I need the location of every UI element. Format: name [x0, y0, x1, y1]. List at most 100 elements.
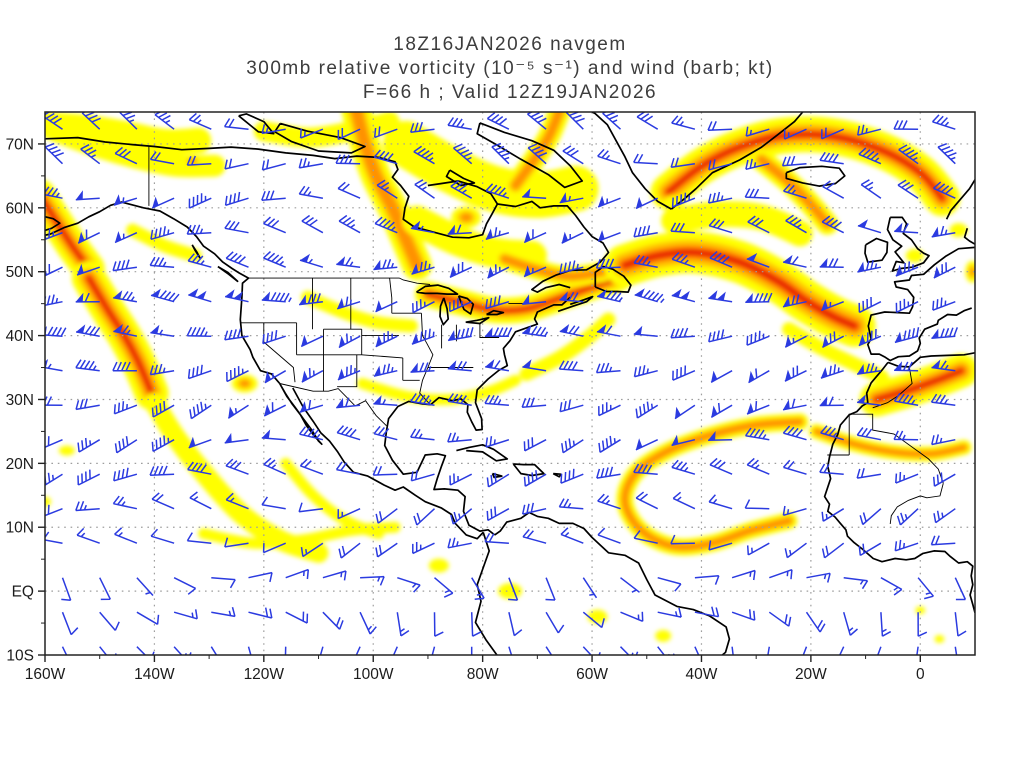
barb-shaft: [262, 216, 286, 234]
barb-shaft: [819, 396, 844, 407]
barb-shaft: [447, 360, 472, 372]
wind-barb: [262, 216, 286, 234]
wind-barb: [522, 325, 549, 337]
barb-pennant: [931, 328, 939, 339]
wind-barb: [188, 193, 212, 209]
wind-barb: [822, 331, 845, 348]
wind-barb: [821, 215, 845, 234]
barb-shaft: [375, 508, 398, 524]
wind-barb: [136, 611, 160, 625]
barb-pennant: [894, 222, 903, 232]
barb-shaft: [821, 508, 845, 522]
barb-shaft: [671, 294, 696, 303]
wind-barb: [708, 494, 733, 510]
vorticity-band: [661, 201, 813, 247]
wind-barb: [298, 502, 323, 513]
wind-barb: [671, 434, 696, 447]
wind-barb: [671, 251, 696, 268]
wind-barb: [917, 612, 928, 637]
vorticity-band: [813, 428, 967, 457]
barb-shaft: [470, 612, 482, 637]
wind-barb: [261, 291, 292, 303]
barb-pennant: [485, 359, 495, 368]
wind-barb: [508, 612, 523, 637]
barb-shaft: [709, 250, 733, 268]
barb-pennant: [188, 288, 199, 297]
wind-barb: [149, 465, 175, 476]
barb-shaft: [582, 611, 605, 629]
wind-barb: [186, 532, 212, 544]
barb-shaft: [562, 145, 584, 165]
vorticity-blob: [969, 267, 975, 276]
wind-barb: [112, 495, 138, 510]
lon-tick-label: 20W: [795, 666, 827, 683]
barb-shaft: [597, 493, 621, 510]
lon-tick-label: 40W: [686, 666, 718, 683]
wind-barb: [224, 191, 249, 207]
barb-shaft: [842, 611, 858, 636]
wind-barb: [657, 646, 675, 655]
wind-barb: [894, 361, 919, 372]
vorticity-blob: [905, 248, 924, 263]
barb-shaft: [880, 612, 892, 637]
barb-shaft: [359, 611, 377, 635]
barb-shaft: [224, 191, 249, 207]
barb-shaft: [225, 492, 249, 510]
wind-barb: [449, 473, 473, 486]
barb-shaft: [471, 577, 485, 601]
wind-barb: [894, 539, 919, 552]
barb-shaft: [523, 437, 547, 452]
wind-barb: [224, 328, 249, 341]
coastline: [486, 309, 505, 316]
barb-shaft: [338, 214, 361, 234]
wind-barb: [491, 142, 511, 165]
wind-barb: [261, 190, 286, 201]
barb-shaft: [112, 361, 137, 372]
vorticity-band: [500, 255, 607, 280]
barb-shaft: [670, 534, 695, 545]
border-line: [389, 278, 393, 298]
wind-barb: [376, 179, 398, 199]
wind-barb: [45, 142, 64, 165]
wind-barb: [227, 404, 249, 419]
wind-barb: [893, 430, 919, 441]
barb-pennant: [559, 324, 570, 333]
barb-shaft: [113, 197, 138, 206]
barb-pennant: [931, 359, 941, 369]
barb-shaft: [261, 292, 292, 303]
barb-shaft: [782, 459, 807, 475]
wind-barb: [893, 392, 919, 406]
barb-shaft: [527, 112, 547, 130]
coastline: [292, 387, 484, 540]
wind-barb: [189, 401, 212, 420]
barb-shaft: [486, 472, 510, 488]
barb-shaft: [635, 491, 659, 510]
vorticity-shading-layer: [45, 112, 975, 644]
wind-barb: [880, 612, 892, 637]
wind-barb: [954, 577, 967, 601]
barb-shaft: [856, 124, 882, 136]
barb-pennant: [821, 299, 828, 311]
wind-barb: [187, 364, 212, 380]
wind-barb: [670, 327, 695, 339]
barb-shaft: [895, 471, 919, 484]
barb-shaft: [670, 222, 695, 234]
vorticity-band: [126, 223, 202, 263]
barb-pennant: [113, 290, 123, 299]
wind-barb: [337, 128, 361, 141]
barb-shaft: [635, 439, 659, 451]
wind-barb: [262, 251, 286, 268]
wind-barb: [746, 330, 770, 346]
border-line: [361, 354, 403, 359]
wind-barb: [299, 458, 324, 475]
wind-barb: [75, 359, 100, 372]
wind-barb: [285, 611, 309, 624]
barb-shaft: [319, 646, 324, 655]
barb-shaft: [375, 301, 398, 313]
wind-barb: [45, 112, 63, 130]
barb-shaft: [149, 151, 175, 165]
wind-barb: [672, 491, 696, 510]
barb-shaft: [485, 227, 510, 241]
graticule-layer: [45, 112, 975, 655]
barb-pennant: [598, 195, 605, 207]
